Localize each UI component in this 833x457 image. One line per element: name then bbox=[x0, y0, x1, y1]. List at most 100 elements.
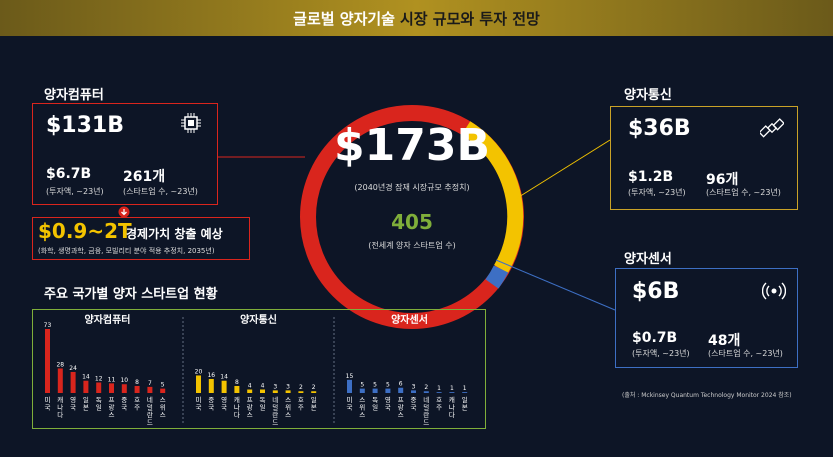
chart-bar bbox=[311, 391, 317, 393]
source-note: (출처 : Mckinsey Quantum Technology Monito… bbox=[622, 392, 792, 399]
chart-data-label: 1 bbox=[437, 385, 441, 392]
econ-text: 경제가치 창출 예상 bbox=[126, 227, 223, 241]
comm-invest-caption: (투자액, ~23년) bbox=[628, 188, 686, 197]
chart-data-label: 7 bbox=[148, 380, 152, 387]
computer-market: $131B bbox=[46, 113, 124, 138]
chart-bar bbox=[247, 389, 253, 393]
chart-bar bbox=[121, 384, 127, 393]
chip-icon bbox=[181, 113, 201, 133]
chart-bar bbox=[45, 329, 50, 393]
chart-data-label: 3 bbox=[273, 383, 277, 390]
comm-startups-caption: (스타트업 수, ~23년) bbox=[706, 188, 781, 197]
chart-bar bbox=[234, 385, 240, 393]
connector-comm bbox=[513, 139, 611, 201]
center-value: $173B bbox=[334, 120, 490, 171]
chart-bar bbox=[134, 385, 140, 393]
chart-bar bbox=[411, 390, 416, 393]
sensor-market: $6B bbox=[632, 279, 680, 304]
chart-data-label: 2 bbox=[312, 384, 316, 391]
comm-box bbox=[610, 106, 798, 210]
chart-bar bbox=[196, 375, 201, 393]
chart-bar bbox=[462, 392, 468, 393]
chart-group-label: 양자통신 bbox=[240, 313, 277, 326]
title-main: 글로벌 양자기술 bbox=[293, 9, 395, 28]
chart-data-label: 5 bbox=[360, 382, 364, 389]
chart-bar bbox=[83, 380, 89, 393]
chart-data-label: 1 bbox=[463, 385, 467, 392]
computer-invest: $6.7B bbox=[46, 166, 92, 182]
chart-data-label: 24 bbox=[69, 365, 77, 372]
chart-bar bbox=[347, 379, 352, 393]
chart-bar bbox=[449, 392, 455, 393]
chart-bar bbox=[109, 383, 114, 393]
ring-sensor bbox=[485, 265, 509, 289]
chart-data-label: 28 bbox=[56, 361, 64, 368]
chart-data-label: 11 bbox=[108, 376, 116, 383]
econ-caption: (화학, 생명과학, 금융, 모빌리티 분야 적용 추정치, 2035년) bbox=[38, 247, 215, 255]
comm-market: $36B bbox=[628, 116, 691, 141]
chart-data-label: 3 bbox=[286, 383, 290, 390]
chart-bar bbox=[260, 389, 265, 393]
chart-data-label: 12 bbox=[95, 375, 103, 382]
sensor-icon bbox=[762, 282, 786, 300]
market-ring bbox=[300, 105, 524, 329]
title-accent: 시장 규모와 투자 전망 bbox=[399, 9, 540, 28]
chart-bar bbox=[208, 378, 214, 393]
chart-bar bbox=[285, 390, 291, 393]
chart-data-label: 5 bbox=[161, 382, 165, 389]
sensor-box bbox=[615, 268, 798, 368]
comm-label: 양자통신 bbox=[624, 88, 672, 103]
comm-startups: 96개 bbox=[706, 172, 739, 188]
chart-data-label: 4 bbox=[261, 382, 265, 389]
comm-invest: $1.2B bbox=[628, 169, 674, 185]
chart-bar bbox=[436, 392, 442, 393]
page-title: 글로벌 양자기술 시장 규모와 투자 전망 bbox=[0, 0, 833, 36]
sensor-label: 양자센서 bbox=[624, 252, 672, 267]
chart-bar bbox=[160, 388, 166, 393]
chart-bar bbox=[372, 388, 378, 393]
econ-box bbox=[32, 217, 250, 260]
chart-data-label: 14 bbox=[82, 374, 90, 381]
computer-box bbox=[32, 103, 218, 205]
chart-frame bbox=[32, 309, 486, 429]
chart-data-label: 8 bbox=[235, 379, 239, 386]
chart-data-label: 5 bbox=[373, 382, 377, 389]
chart-data-label: 14 bbox=[220, 374, 228, 381]
econ-value: $0.9~2T bbox=[38, 219, 132, 243]
chart-bar bbox=[221, 380, 227, 393]
chart-bar bbox=[359, 388, 365, 393]
center-value-caption: (2040년경 잠재 시장규모 추정치) bbox=[354, 183, 470, 192]
chart-data-label: 16 bbox=[207, 372, 215, 379]
connector-sensor bbox=[495, 259, 616, 311]
chart-bar bbox=[423, 391, 429, 393]
chart-bar bbox=[272, 390, 278, 393]
computer-label: 양자컴퓨터 bbox=[44, 88, 104, 103]
sensor-startups-caption: (스타트업 수, ~23년) bbox=[708, 349, 783, 358]
chart-data-label: 2 bbox=[299, 384, 303, 391]
chart-data-label: 4 bbox=[248, 382, 252, 389]
chart-data-label: 2 bbox=[424, 384, 428, 391]
